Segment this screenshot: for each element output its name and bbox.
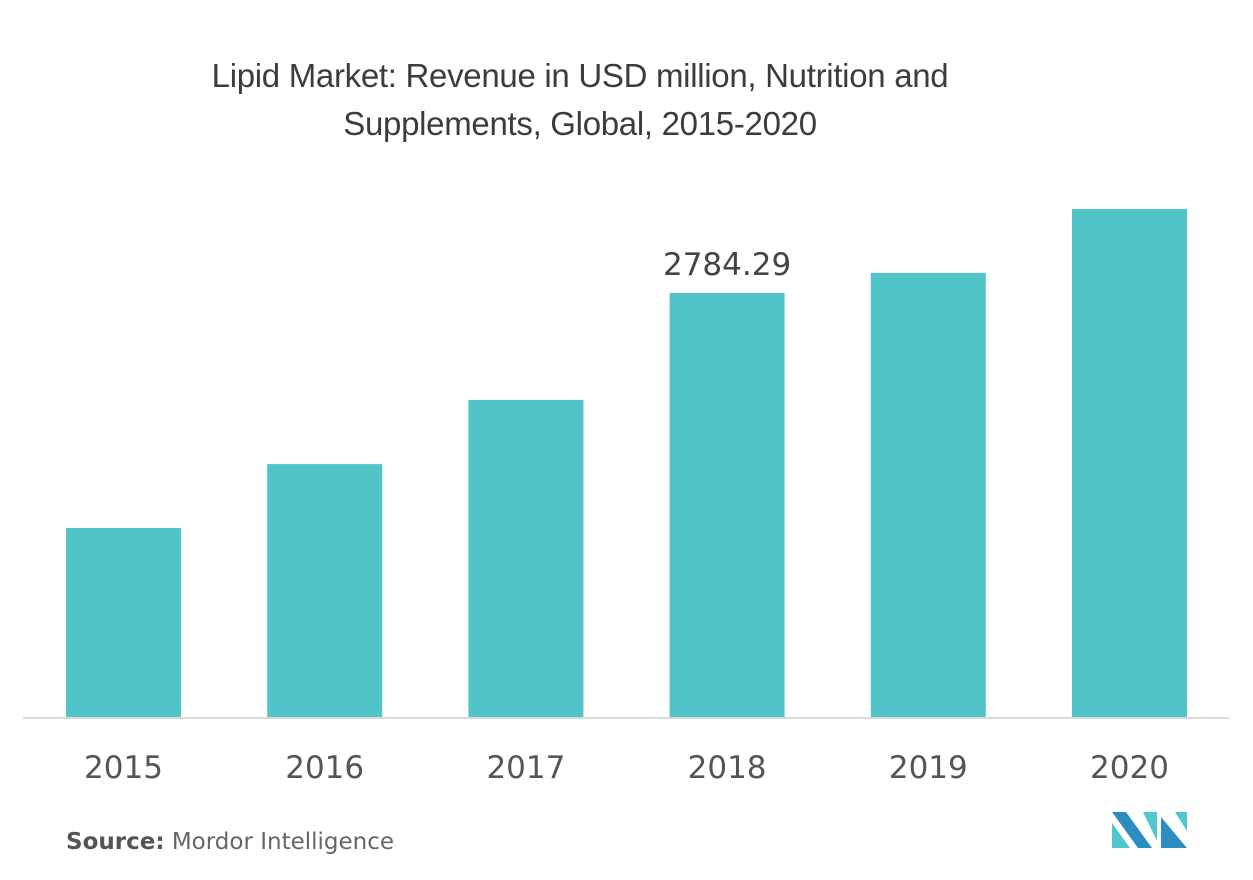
x-tick-label-2019: 2019 (889, 750, 968, 786)
source-label: Source: (66, 829, 165, 855)
data-label-2018: 2784.29 (663, 247, 791, 283)
bar-2016 (267, 464, 383, 717)
x-tick-label-2017: 2017 (486, 750, 565, 786)
chart-title-line-1: Lipid Market: Revenue in USD million, Nu… (211, 57, 949, 94)
mordor-intelligence-logo-icon (1112, 812, 1187, 848)
x-tick-label-2020: 2020 (1090, 750, 1169, 786)
bar-chart: 2015 2016 2017 2018 2019 2020 2784.29 (23, 209, 1229, 786)
logo-light-left-triangle (1112, 823, 1130, 848)
logo-light-middle-shape (1143, 812, 1157, 841)
logo-dark-left-shape (1112, 812, 1152, 848)
chart-title-line-2: Supplements, Global, 2015-2020 (343, 105, 817, 142)
x-tick-label-2018: 2018 (688, 750, 767, 786)
bar-2018 (669, 293, 785, 717)
bar-2020 (1072, 209, 1187, 717)
bar-2015 (66, 528, 181, 717)
source-note: Source: Mordor Intelligence (66, 829, 394, 855)
x-tick-label-2016: 2016 (285, 750, 364, 786)
bars-group (66, 209, 1187, 717)
x-tick-label-2015: 2015 (84, 750, 163, 786)
logo-dark-right-shape (1161, 817, 1187, 848)
bar-2017 (468, 399, 584, 717)
chart-title: Lipid Market: Revenue in USD million, Nu… (0, 52, 1160, 148)
logo-light-right-bar (1175, 812, 1187, 831)
x-axis-ticks: 2015 2016 2017 2018 2019 2020 (84, 750, 1169, 786)
source-value: Mordor Intelligence (171, 829, 395, 855)
data-labels: 2784.29 (663, 247, 791, 283)
bar-2019 (870, 272, 986, 717)
